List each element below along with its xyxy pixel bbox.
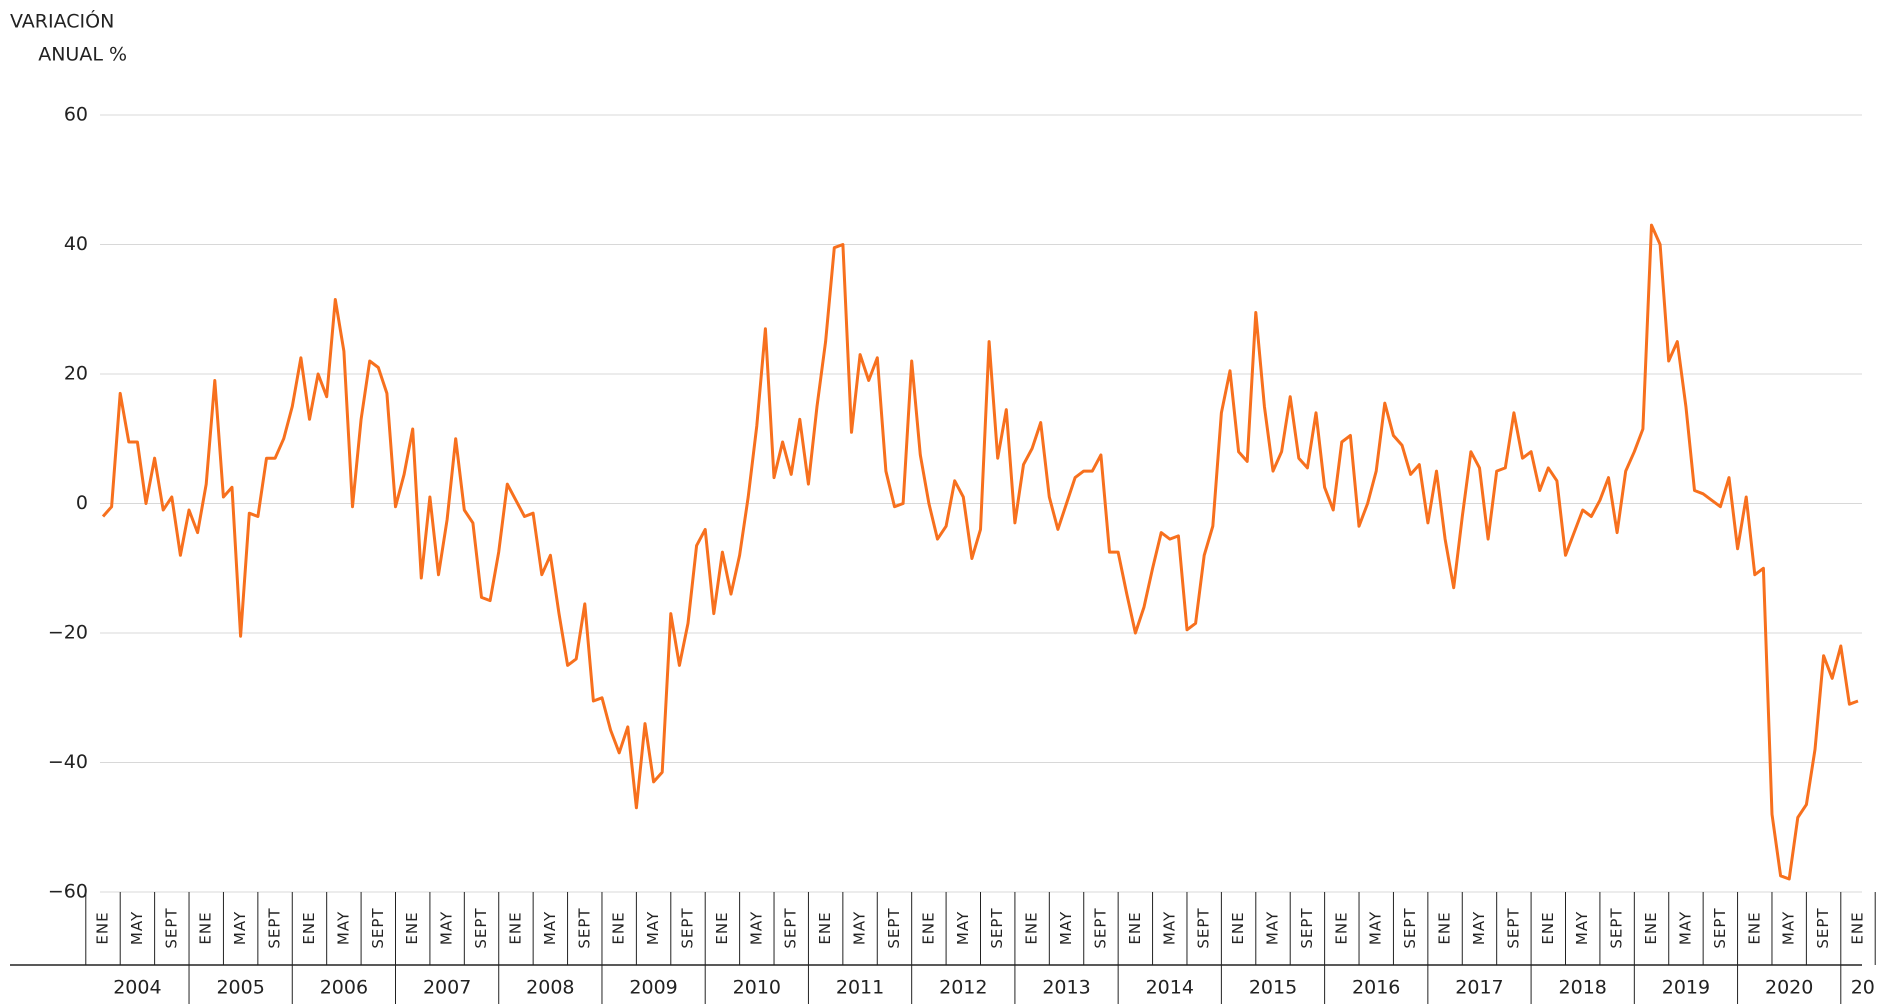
year-label: 2006: [320, 977, 368, 999]
x-tick-label: ENE: [197, 911, 215, 944]
x-tick-label: MAY: [1160, 911, 1178, 945]
x-tick-label: SEPT: [162, 907, 180, 948]
year-label: 2018: [1559, 977, 1607, 999]
x-tick-label: ENE: [506, 911, 524, 944]
year-label: 20: [1851, 977, 1875, 999]
x-tick-label: ENE: [713, 911, 731, 944]
x-tick-label: ENE: [610, 911, 628, 944]
x-tick-label: MAY: [438, 911, 456, 945]
x-tick-label: SEPT: [369, 907, 387, 948]
y-title: ANUAL %: [38, 44, 127, 66]
x-tick-label: ENE: [1436, 911, 1454, 944]
x-tick-label: ENE: [1642, 911, 1660, 944]
x-tick-label: MAY: [1573, 911, 1591, 945]
x-tick-label: SEPT: [575, 907, 593, 948]
year-label: 2007: [423, 977, 471, 999]
x-tick-label: ENE: [94, 911, 112, 944]
x-tick-label: SEPT: [1298, 907, 1316, 948]
x-tick-label: MAY: [1367, 911, 1385, 945]
x-tick-label: ENE: [300, 911, 318, 944]
year-label: 2016: [1352, 977, 1400, 999]
x-tick-label: MAY: [1676, 911, 1694, 945]
x-tick-label: SEPT: [885, 907, 903, 948]
x-tick-label: SEPT: [472, 907, 490, 948]
x-tick-label: SEPT: [1814, 907, 1832, 948]
x-tick-label: SEPT: [679, 907, 697, 948]
y-tick-label: −60: [48, 881, 88, 903]
y-tick-label: 60: [64, 104, 88, 126]
year-label: 2014: [1146, 977, 1194, 999]
x-tick-label: SEPT: [1504, 907, 1522, 948]
x-tick-label: MAY: [851, 911, 869, 945]
x-tick-label: SEPT: [1091, 907, 1109, 948]
year-label: 2020: [1765, 977, 1813, 999]
year-label: 2004: [113, 977, 161, 999]
year-label: 2012: [939, 977, 987, 999]
y-tick-label: 0: [76, 492, 88, 514]
x-tick-label: SEPT: [1608, 907, 1626, 948]
y-tick-label: 20: [64, 363, 88, 385]
year-label: 2015: [1249, 977, 1297, 999]
x-tick-label: ENE: [919, 911, 937, 944]
year-label: 2017: [1455, 977, 1503, 999]
x-tick-label: MAY: [954, 911, 972, 945]
x-tick-label: SEPT: [266, 907, 284, 948]
year-label: 2005: [216, 977, 264, 999]
x-tick-label: MAY: [747, 911, 765, 945]
y-title: VARIACIÓN: [10, 9, 114, 33]
year-label: 2008: [526, 977, 574, 999]
x-tick-label: ENE: [1332, 911, 1350, 944]
x-tick-label: SEPT: [1401, 907, 1419, 948]
x-tick-label: MAY: [1470, 911, 1488, 945]
y-tick-label: 40: [64, 233, 88, 255]
x-tick-label: MAY: [231, 911, 249, 945]
x-tick-label: ENE: [1126, 911, 1144, 944]
x-tick-label: MAY: [1780, 911, 1798, 945]
x-tick-label: ENE: [403, 911, 421, 944]
x-tick-label: MAY: [1057, 911, 1075, 945]
x-tick-label: MAY: [128, 911, 146, 945]
x-tick-label: MAY: [334, 911, 352, 945]
y-tick-label: −40: [48, 751, 88, 773]
x-tick-label: SEPT: [782, 907, 800, 948]
x-tick-label: SEPT: [1195, 907, 1213, 948]
y-tick-label: −20: [48, 622, 88, 644]
year-label: 2010: [733, 977, 781, 999]
x-tick-label: ENE: [1023, 911, 1041, 944]
x-tick-label: MAY: [541, 911, 559, 945]
x-tick-label: ENE: [1229, 911, 1247, 944]
x-tick-label: ENE: [1849, 911, 1867, 944]
year-label: 2011: [836, 977, 884, 999]
x-tick-label: SEPT: [988, 907, 1006, 948]
x-tick-label: SEPT: [1711, 907, 1729, 948]
x-tick-label: ENE: [1539, 911, 1557, 944]
year-label: 2013: [1042, 977, 1090, 999]
x-tick-label: ENE: [816, 911, 834, 944]
x-tick-label: MAY: [644, 911, 662, 945]
year-label: 2019: [1662, 977, 1710, 999]
data-line: [101, 223, 1859, 881]
x-tick-label: ENE: [1745, 911, 1763, 944]
x-tick-label: MAY: [1264, 911, 1282, 945]
year-label: 2009: [629, 977, 677, 999]
